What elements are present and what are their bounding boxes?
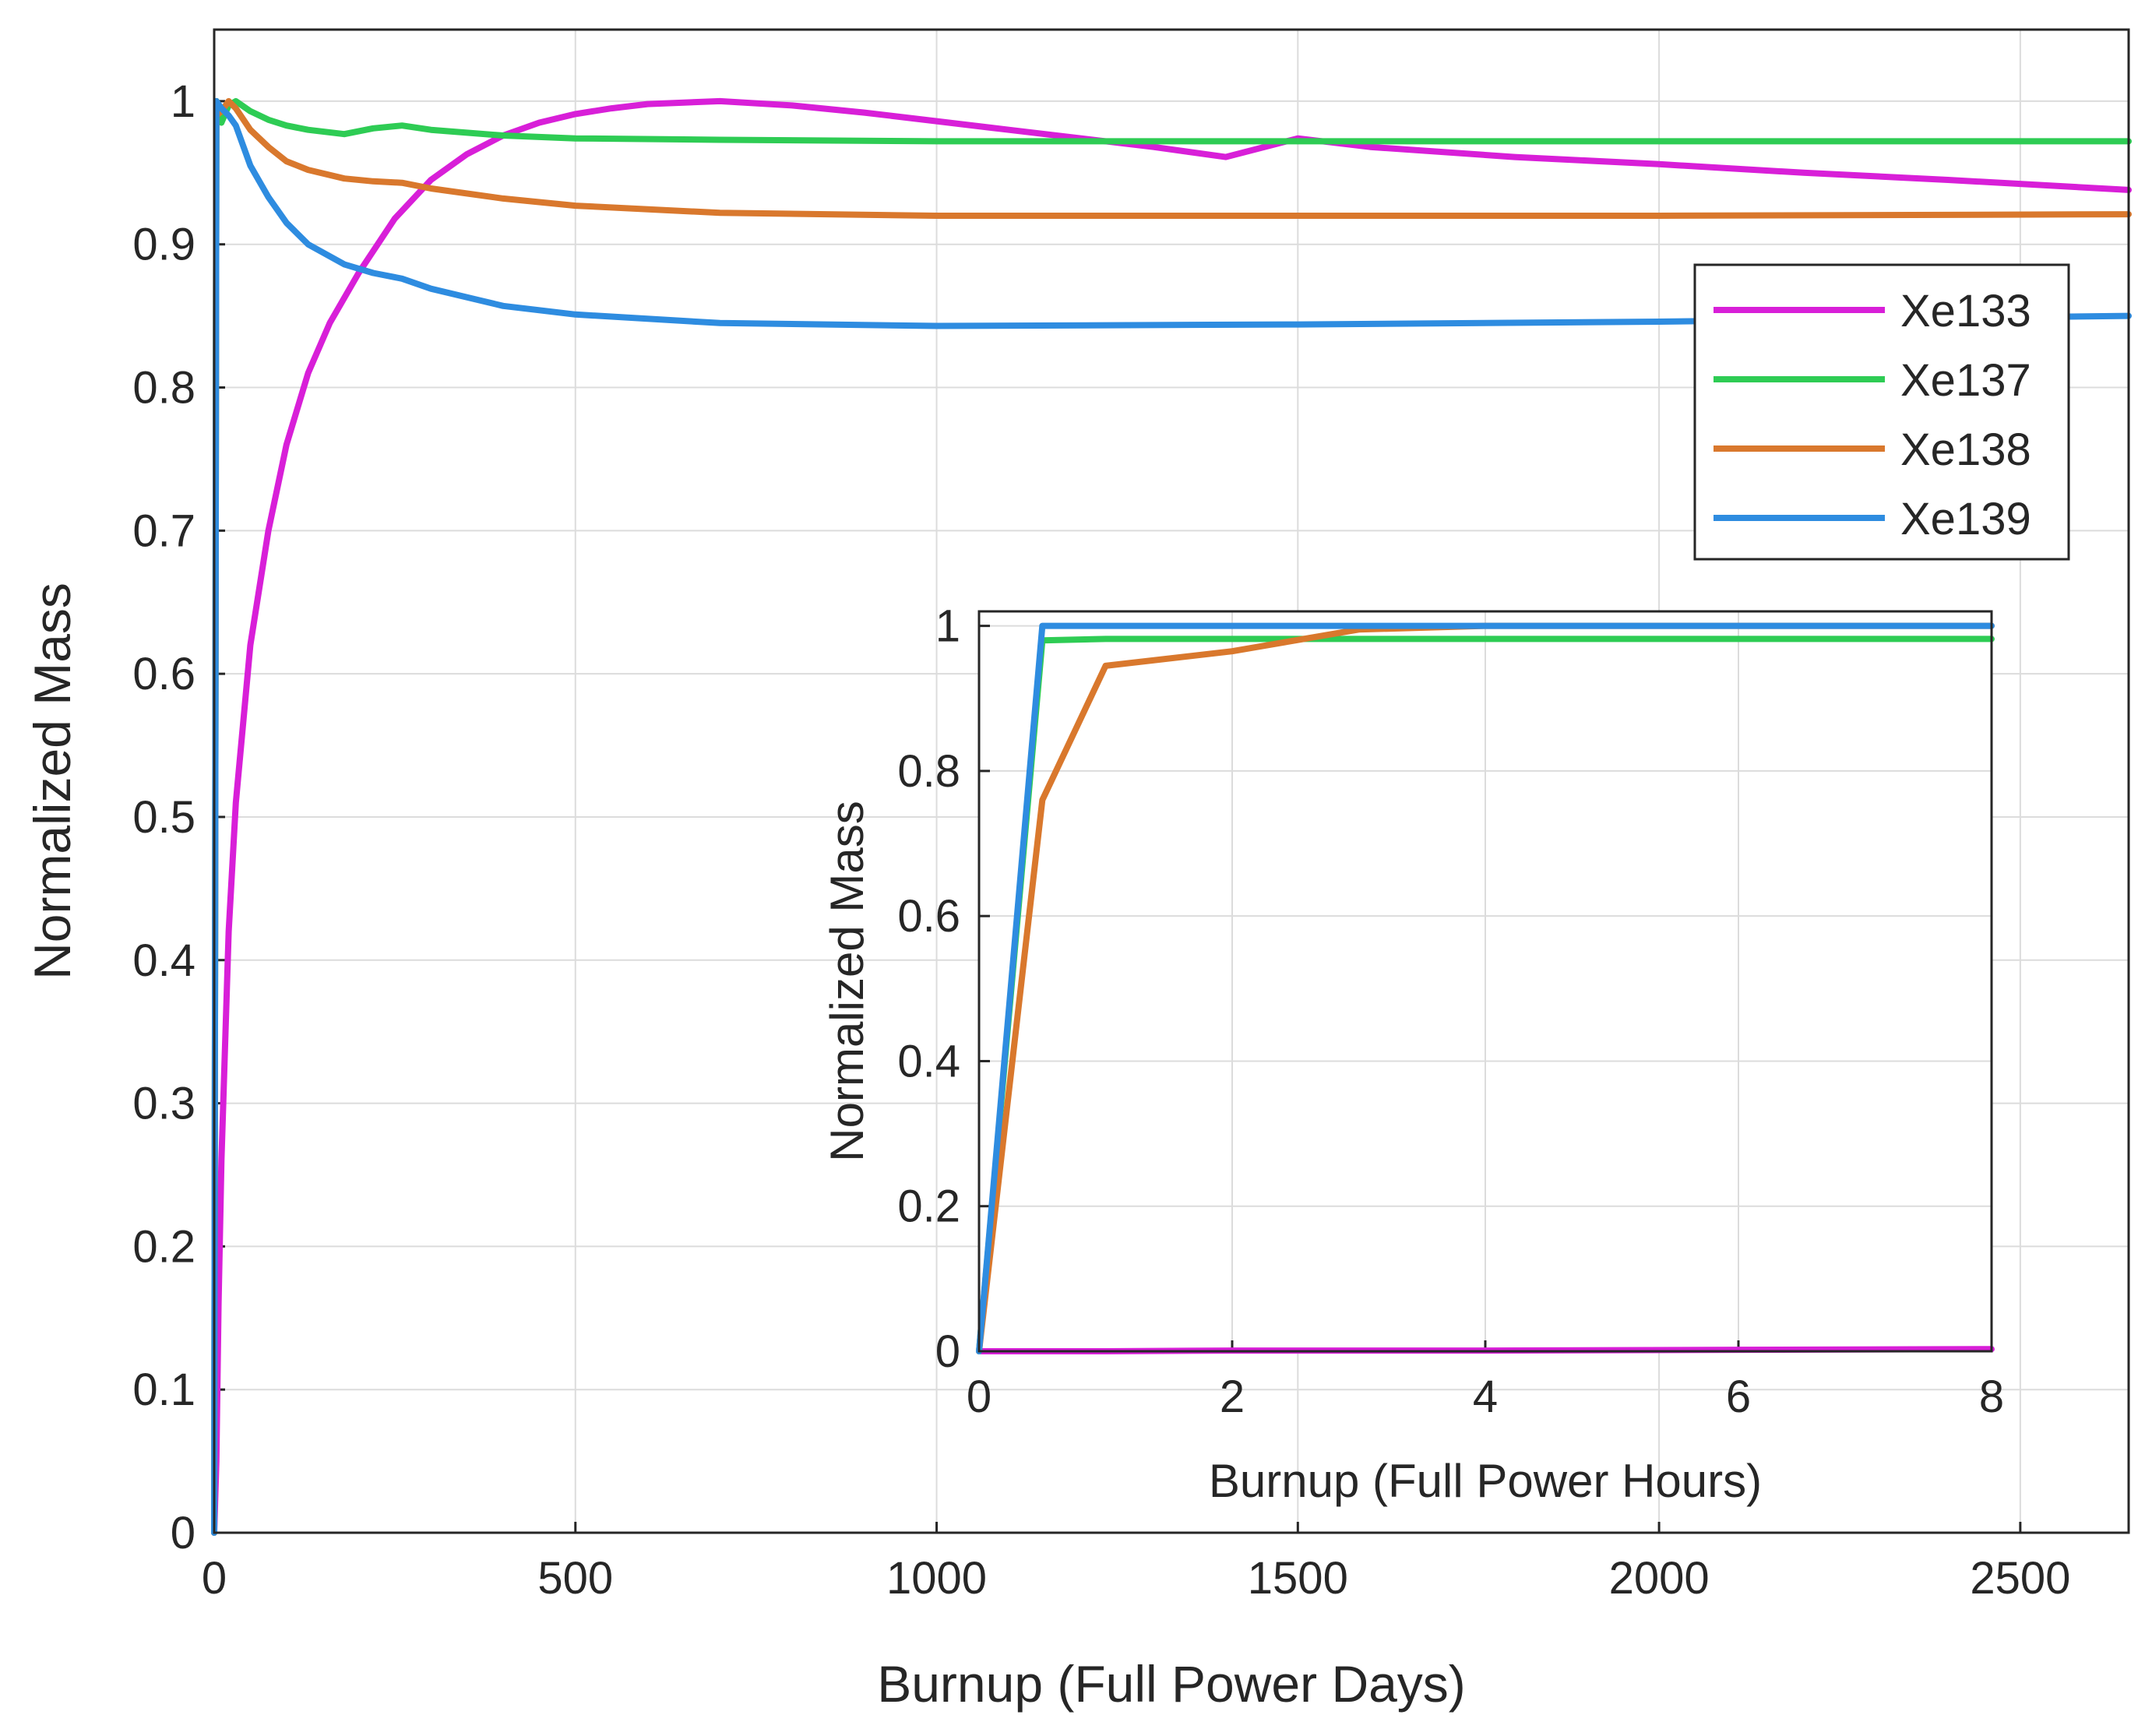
main-x-tick-label: 1500	[1248, 1553, 1348, 1604]
inset-x-tick-label: 0	[967, 1372, 991, 1422]
main-y-tick-label: 0.4	[132, 935, 195, 986]
inset-x-tick-label: 2	[1220, 1372, 1245, 1422]
main-y-axis-label: Normalized Mass	[23, 583, 81, 980]
legend-label-xe139: Xe139	[1900, 494, 2031, 544]
inset-x-tick-label: 8	[1979, 1372, 2004, 1422]
inset-axes-frame	[977, 610, 1993, 1353]
main-y-tick-label: 0.9	[132, 220, 195, 270]
main-x-tick-label: 2000	[1609, 1553, 1710, 1604]
main-y-tick-label: 0.7	[132, 505, 195, 556]
main-x-tick-label: 2500	[1970, 1553, 2070, 1604]
main-y-tick-label: 1	[171, 76, 195, 127]
main-series-xe138	[211, 97, 2132, 1536]
main-y-tick-label: 0.3	[132, 1079, 195, 1129]
inset-x-tick-label: 4	[1473, 1372, 1498, 1422]
main-x-tick-label: 0	[202, 1553, 227, 1604]
main-x-axis-label: Burnup (Full Power Days)	[877, 1655, 1466, 1713]
main-tick-labels: 0 500 1000 1500 2000 250000.10.20.30.40.50.60…	[132, 76, 2070, 1604]
inset-y-tick-label: 0.2	[897, 1181, 960, 1232]
main-y-tick-label: 0	[171, 1508, 195, 1558]
main-y-tick-label: 0.8	[132, 363, 195, 414]
main-x-tick-label: 500	[537, 1553, 613, 1604]
main-y-tick-label: 0.2	[132, 1221, 195, 1272]
main-y-tick-label: 0.6	[132, 649, 195, 699]
inset-series-xe139	[976, 622, 1995, 1354]
inset-y-tick-label: 0.8	[897, 746, 960, 797]
main-series-group	[211, 97, 2132, 1536]
inset-tick-labels: 0 2 4 6 8 0 0.2 0.4 0.6 0.8 1	[897, 601, 2004, 1422]
main-x-tick-label: 1000	[886, 1553, 987, 1604]
legend-label-xe137: Xe137	[1900, 355, 2031, 406]
inset-y-tick-label: 0.4	[897, 1036, 960, 1086]
main-series-xe139	[211, 97, 2132, 1536]
inset-y-tick-label: 1	[935, 601, 960, 652]
legend-box	[1693, 263, 2070, 561]
main-y-tick-label: 0.1	[132, 1365, 195, 1415]
legend: Xe133 Xe137 Xe138 Xe139	[1693, 263, 2070, 561]
inset-chart: 0 2 4 6 8 0 0.2 0.4 0.6 0.8 1 Burnup (Full Power H…	[821, 601, 2004, 1507]
legend-label-xe138: Xe138	[1900, 424, 2031, 475]
inset-y-axis-label: Normalized Mass	[821, 801, 873, 1161]
legend-label-xe133: Xe133	[1900, 286, 2031, 336]
main-axes-frame	[213, 28, 2130, 1534]
inset-y-tick-label: 0	[935, 1326, 960, 1377]
main-y-tick-label: 0.5	[132, 792, 195, 843]
inset-x-tick-label: 6	[1726, 1372, 1751, 1422]
inset-y-tick-label: 0.6	[897, 891, 960, 942]
inset-x-axis-label: Burnup (Full Power Hours)	[1209, 1455, 1762, 1507]
